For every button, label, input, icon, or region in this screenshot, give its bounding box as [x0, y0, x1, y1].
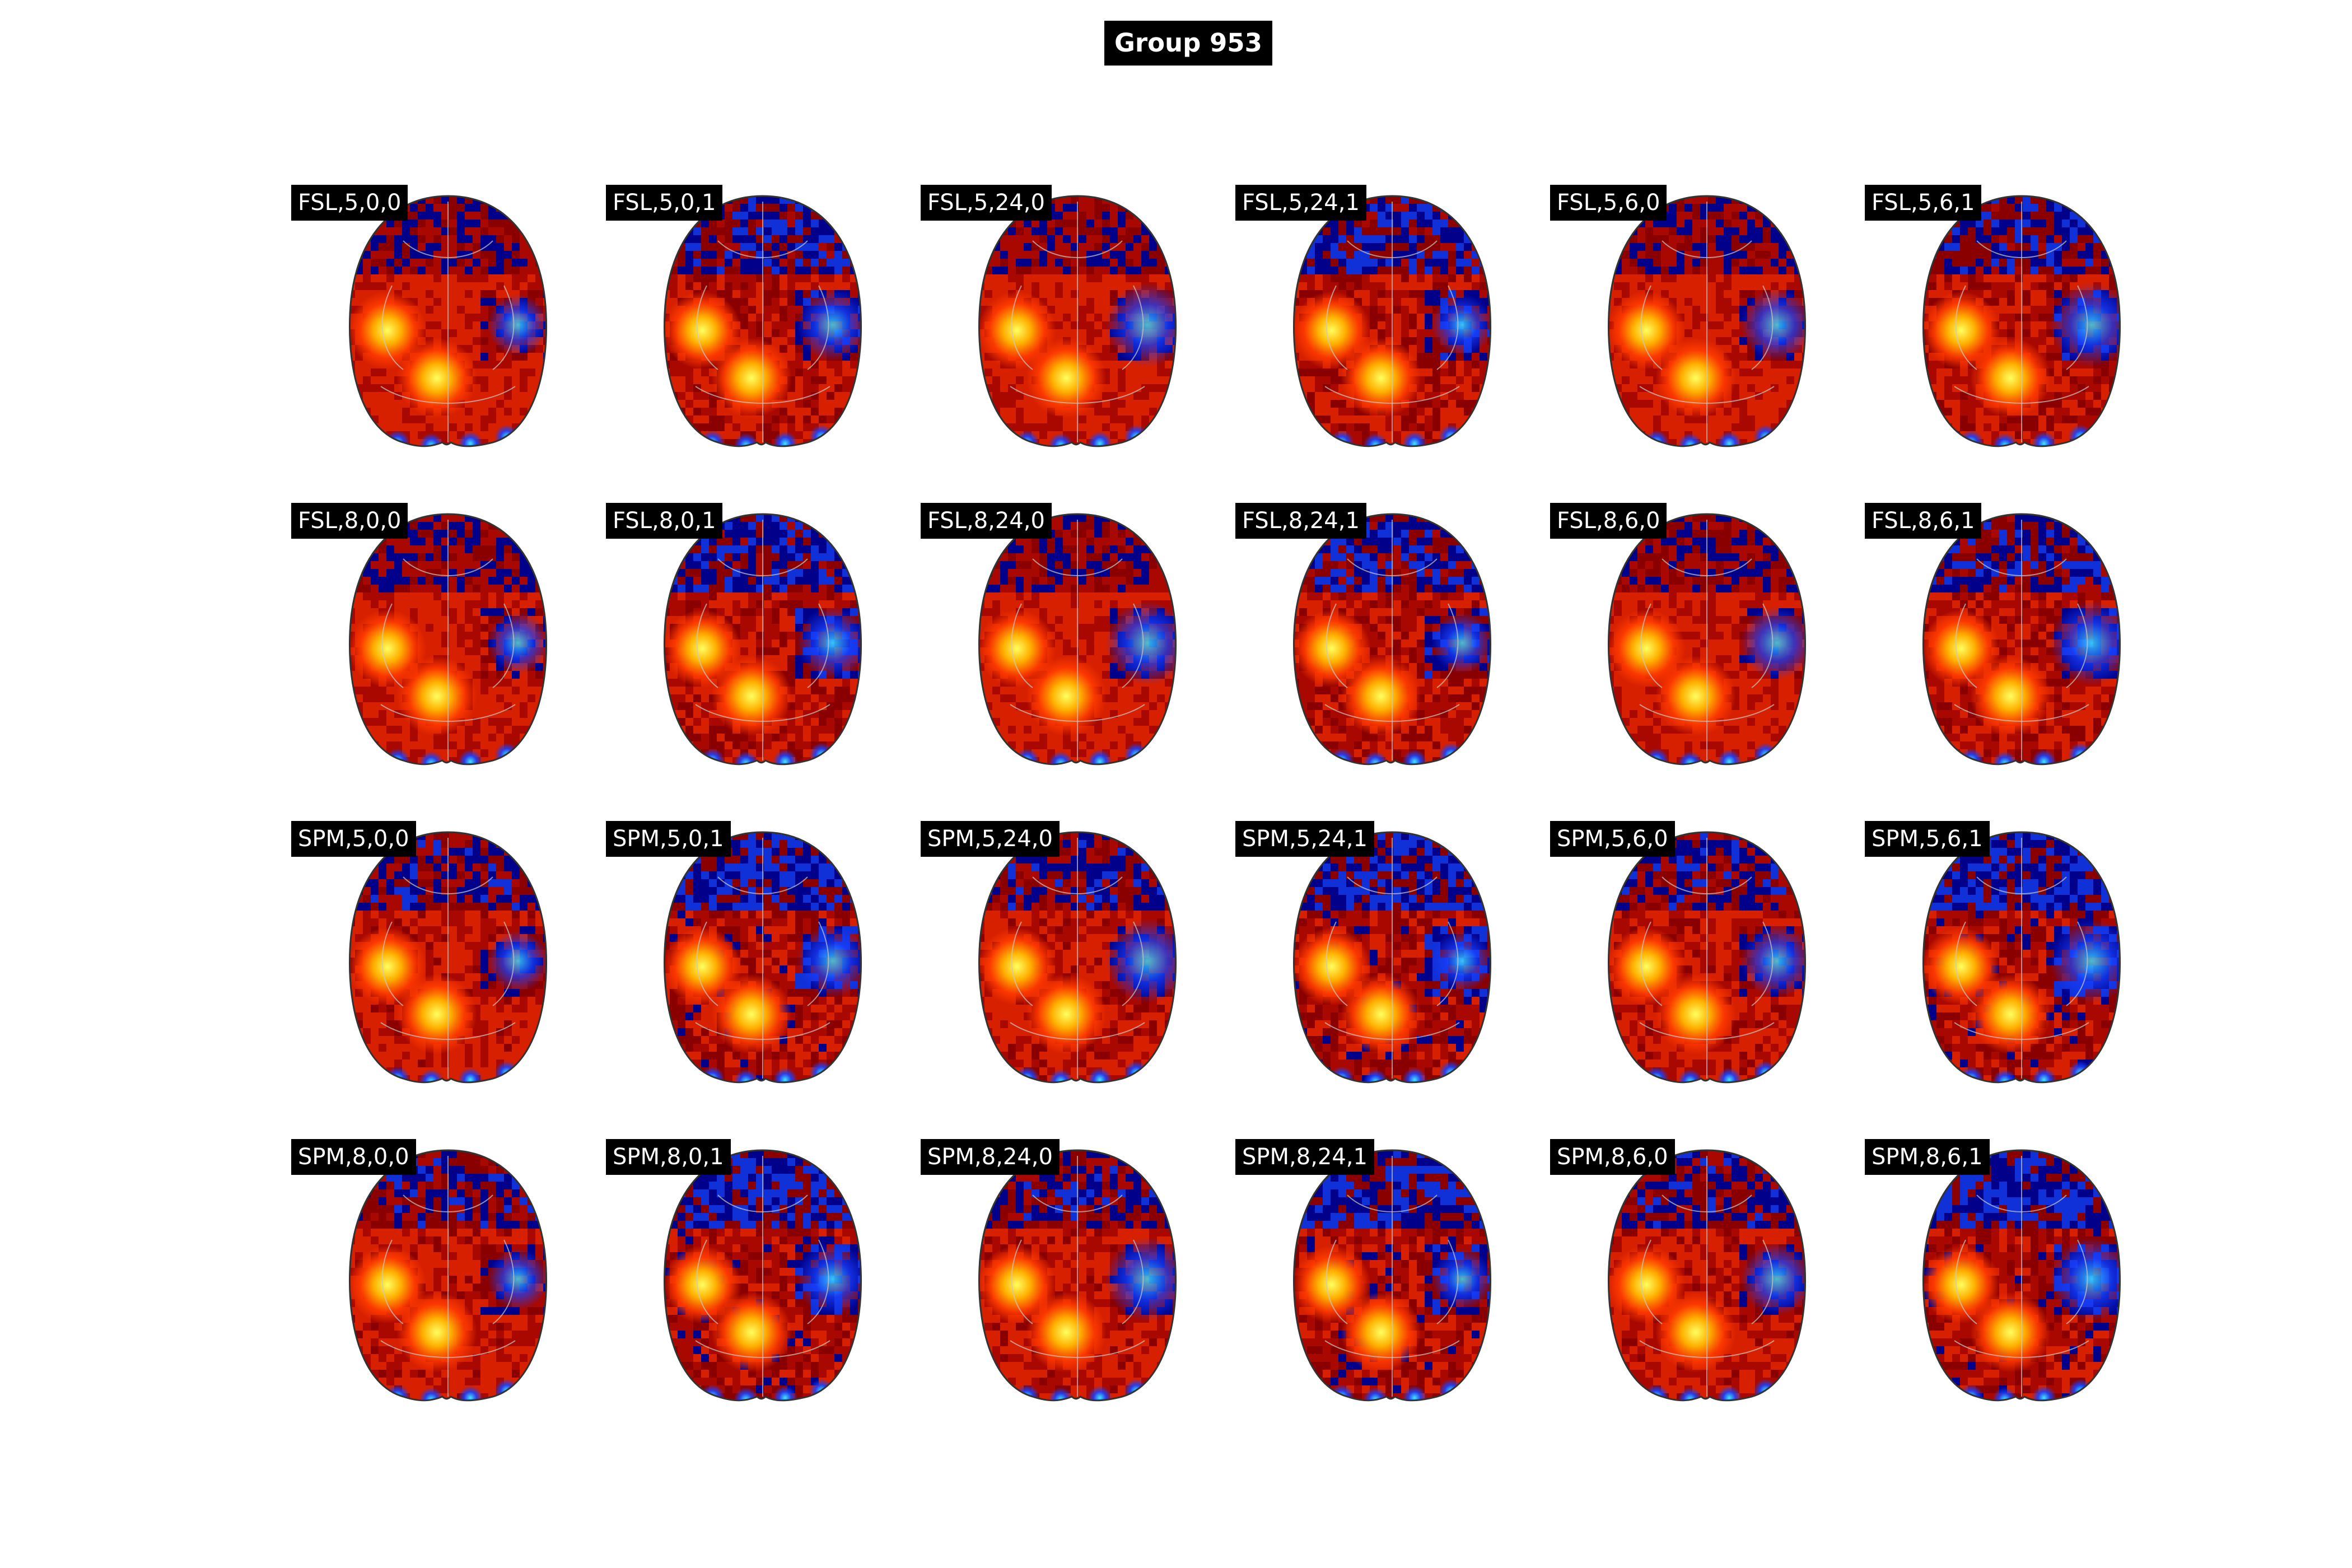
- axial-brain-slice: [1292, 513, 1492, 766]
- brain-outline: [1292, 195, 1492, 447]
- axial-brain-slice: [1922, 1149, 2121, 1402]
- brain-outline: [1292, 513, 1492, 766]
- brain-map-panel: SPM,5,24,1: [1235, 821, 1549, 1101]
- brain-outline: [663, 1149, 862, 1402]
- panel-label: SPM,8,6,1: [1865, 1139, 1990, 1175]
- brain-map-panel: SPM,8,24,0: [921, 1139, 1234, 1419]
- brain-map-panel: FSL,8,0,0: [291, 503, 605, 783]
- brain-map-panel: SPM,5,6,1: [1865, 821, 2178, 1101]
- brain-outline: [1607, 195, 1807, 447]
- brain-map-panel: FSL,5,0,1: [606, 185, 920, 465]
- axial-brain-slice: [1292, 1149, 1492, 1402]
- panel-label: FSL,8,0,1: [606, 503, 723, 539]
- brain-outline: [348, 1149, 548, 1402]
- axial-brain-slice: [1922, 195, 2121, 447]
- brain-outline: [1607, 513, 1807, 766]
- axial-brain-slice: [1607, 195, 1807, 447]
- brain-outline: [978, 1149, 1177, 1402]
- panel-label: FSL,8,24,0: [921, 503, 1052, 539]
- brain-outline: [348, 513, 548, 766]
- brain-map-panel: SPM,8,6,1: [1865, 1139, 2178, 1419]
- axial-brain-slice: [1607, 831, 1807, 1084]
- brain-outline: [1607, 831, 1807, 1084]
- axial-brain-slice: [348, 195, 548, 447]
- brain-outline: [348, 831, 548, 1084]
- brain-map-panel: FSL,8,6,0: [1550, 503, 1864, 783]
- brain-map-panel: FSL,8,6,1: [1865, 503, 2178, 783]
- panel-label: SPM,8,0,1: [606, 1139, 731, 1175]
- brain-outline: [663, 831, 862, 1084]
- panel-label: FSL,8,6,0: [1550, 503, 1667, 539]
- panel-label: SPM,5,0,0: [291, 821, 416, 857]
- brain-map-panel: FSL,8,24,0: [921, 503, 1234, 783]
- axial-brain-slice: [663, 1149, 862, 1402]
- brain-outline: [978, 831, 1177, 1084]
- panel-label: SPM,8,24,1: [1235, 1139, 1374, 1175]
- brain-map-panel: FSL,5,6,0: [1550, 185, 1864, 465]
- brain-outline: [1922, 1149, 2121, 1402]
- panel-label: FSL,8,24,1: [1235, 503, 1366, 539]
- panel-label: SPM,5,0,1: [606, 821, 731, 857]
- axial-brain-slice: [978, 831, 1177, 1084]
- brain-map-panel: SPM,8,0,1: [606, 1139, 920, 1419]
- brain-map-panel: SPM,5,6,0: [1550, 821, 1864, 1101]
- panel-label: SPM,5,6,1: [1865, 821, 1990, 857]
- axial-brain-slice: [1607, 513, 1807, 766]
- brain-outline: [1922, 513, 2121, 766]
- brain-map-panel: SPM,8,6,0: [1550, 1139, 1864, 1419]
- axial-brain-slice: [663, 831, 862, 1084]
- brain-map-panel: SPM,5,0,1: [606, 821, 920, 1101]
- axial-brain-slice: [348, 831, 548, 1084]
- axial-brain-slice: [348, 513, 548, 766]
- panel-label: SPM,5,24,0: [921, 821, 1060, 857]
- axial-brain-slice: [1292, 195, 1492, 447]
- brain-map-panel: SPM,8,24,1: [1235, 1139, 1549, 1419]
- axial-brain-slice: [1292, 831, 1492, 1084]
- brain-outline: [1292, 1149, 1492, 1402]
- brain-outline: [663, 195, 862, 447]
- brain-map-panel: FSL,8,24,1: [1235, 503, 1549, 783]
- brain-outline: [978, 195, 1177, 447]
- panel-label: FSL,5,24,1: [1235, 185, 1366, 221]
- brain-map-panel: FSL,5,6,1: [1865, 185, 2178, 465]
- panel-label: FSL,8,0,0: [291, 503, 408, 539]
- axial-brain-slice: [978, 195, 1177, 447]
- figure-title: Group 953: [1104, 21, 1272, 66]
- brain-map-panel: FSL,5,24,0: [921, 185, 1234, 465]
- axial-brain-slice: [663, 513, 862, 766]
- axial-brain-slice: [978, 513, 1177, 766]
- axial-brain-slice: [663, 195, 862, 447]
- panel-label: FSL,8,6,1: [1865, 503, 1982, 539]
- brain-map-panel: FSL,5,24,1: [1235, 185, 1549, 465]
- brain-map-panel: SPM,5,24,0: [921, 821, 1234, 1101]
- brain-map-panel: SPM,5,0,0: [291, 821, 605, 1101]
- axial-brain-slice: [348, 1149, 548, 1402]
- panel-label: SPM,5,6,0: [1550, 821, 1675, 857]
- brain-outline: [978, 513, 1177, 766]
- panel-label: FSL,5,6,1: [1865, 185, 1982, 221]
- axial-brain-slice: [1607, 1149, 1807, 1402]
- panel-label: FSL,5,0,1: [606, 185, 723, 221]
- panel-label: SPM,8,0,0: [291, 1139, 416, 1175]
- panel-label: FSL,5,24,0: [921, 185, 1052, 221]
- brain-outline: [663, 513, 862, 766]
- panel-label: SPM,5,24,1: [1235, 821, 1374, 857]
- axial-brain-slice: [1922, 513, 2121, 766]
- axial-brain-slice: [1922, 831, 2121, 1084]
- brain-outline: [1607, 1149, 1807, 1402]
- brain-map-panel: FSL,8,0,1: [606, 503, 920, 783]
- brain-outline: [348, 195, 548, 447]
- panel-label: FSL,5,0,0: [291, 185, 408, 221]
- brain-map-panel: SPM,8,0,0: [291, 1139, 605, 1419]
- panel-label: FSL,5,6,0: [1550, 185, 1667, 221]
- brain-map-panel: FSL,5,0,0: [291, 185, 605, 465]
- panel-label: SPM,8,24,0: [921, 1139, 1060, 1175]
- panel-label: SPM,8,6,0: [1550, 1139, 1675, 1175]
- brain-outline: [1292, 831, 1492, 1084]
- axial-brain-slice: [978, 1149, 1177, 1402]
- brain-outline: [1922, 831, 2121, 1084]
- brain-outline: [1922, 195, 2121, 447]
